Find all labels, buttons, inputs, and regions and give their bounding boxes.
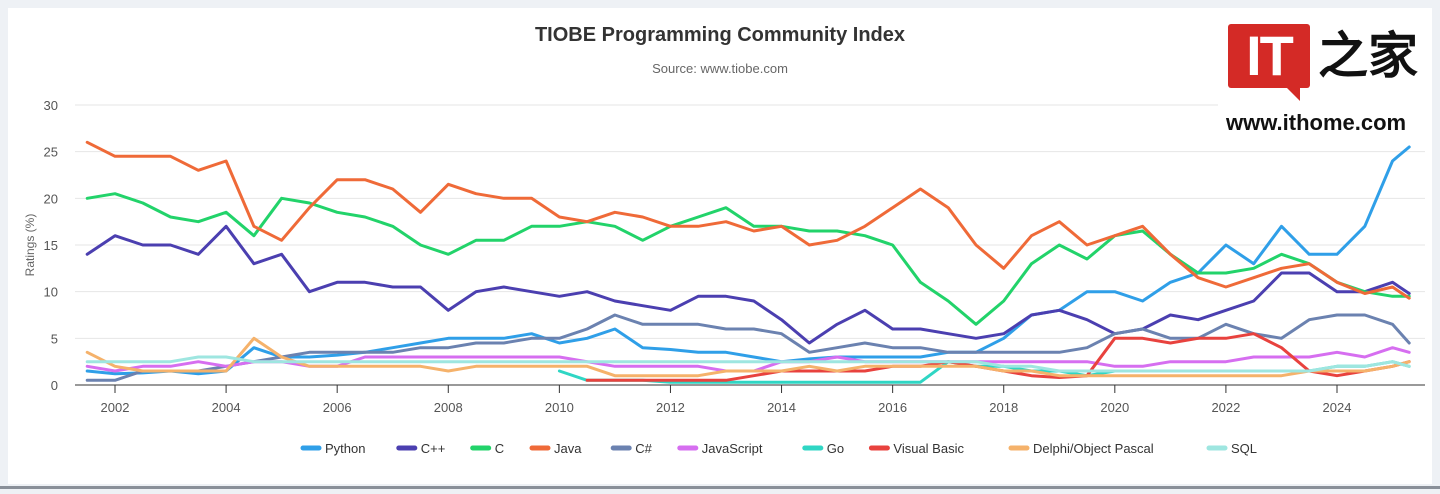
y-tick-label: 5 [51,331,58,346]
x-tick-label: 2010 [545,400,574,415]
y-tick-label: 15 [44,238,58,253]
chart-card [8,8,1432,484]
series-line-delphi-object-pascal [85,336,1411,378]
legend-label: C++ [421,441,446,456]
series-line-java [85,140,1411,300]
logo-url: www.ithome.com [1226,110,1407,135]
series-line-c- [85,224,1411,345]
x-tick-label: 2016 [878,400,907,415]
y-tick-label: 20 [44,191,58,206]
y-tick-label: 10 [44,285,58,300]
bottom-divider [0,486,1440,489]
legend-item[interactable]: Visual Basic [868,441,964,456]
x-tick-label: 2012 [656,400,685,415]
legend-item[interactable]: C++ [396,441,446,456]
y-axis-label: Ratings (%) [23,214,37,277]
x-tick-label: 2018 [989,400,1018,415]
legend-item[interactable]: Go [802,441,844,456]
legend-item[interactable]: Delphi/Object Pascal [1008,441,1154,456]
x-tick-label: 2014 [767,400,796,415]
x-tick-label: 2006 [323,400,352,415]
legend-label: Visual Basic [893,441,964,456]
legend-label: Java [554,441,582,456]
legend-label: Python [325,441,365,456]
legend-item[interactable]: Python [300,441,365,456]
y-tick-label: 30 [44,98,58,113]
y-tick-label: 25 [44,145,58,160]
legend-item[interactable]: C [470,441,504,456]
x-tick-label: 2020 [1100,400,1129,415]
chart-subtitle: Source: www.tiobe.com [652,61,788,76]
legend-label: SQL [1231,441,1257,456]
logo-it-box: IT [1228,24,1310,88]
legend-label: C# [635,441,652,456]
logo-speech-tail [1286,87,1300,101]
y-tick-label: 0 [51,378,58,393]
x-tick-label: 2008 [434,400,463,415]
legend-label: JavaScript [702,441,763,456]
logo-chinese-text: 之家 [1318,26,1418,85]
legend-item[interactable]: SQL [1206,441,1257,456]
legend-label: Go [827,441,844,456]
series-line-sql [85,355,1411,373]
x-tick-label: 2022 [1211,400,1240,415]
legend-label: Delphi/Object Pascal [1033,441,1154,456]
ithome-logo: IT 之家 www.ithome.com [1218,14,1428,139]
legend-label: C [495,441,504,456]
legend-item[interactable]: Java [529,441,582,456]
x-tick-label: 2002 [101,400,130,415]
chart-title: TIOBE Programming Community Index [534,24,906,46]
series-line-c [85,192,1411,326]
x-tick-label: 2004 [212,400,241,415]
x-tick-label: 2024 [1323,400,1352,415]
legend-item[interactable]: JavaScript [677,441,763,456]
legend-item[interactable]: C# [610,441,653,456]
